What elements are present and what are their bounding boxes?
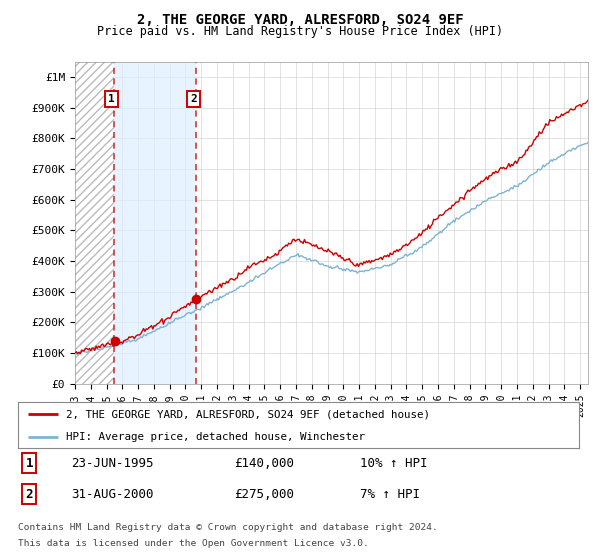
Text: £275,000: £275,000: [234, 488, 294, 501]
Text: 2: 2: [190, 94, 197, 104]
Bar: [75, 62, 114, 384]
Text: 2: 2: [25, 488, 33, 501]
Text: 2, THE GEORGE YARD, ALRESFORD, SO24 9EF (detached house): 2, THE GEORGE YARD, ALRESFORD, SO24 9EF …: [65, 409, 430, 419]
Text: 31-AUG-2000: 31-AUG-2000: [71, 488, 154, 501]
Text: 1: 1: [108, 94, 115, 104]
Text: £140,000: £140,000: [234, 456, 294, 470]
Text: 1: 1: [25, 456, 33, 470]
Text: HPI: Average price, detached house, Winchester: HPI: Average price, detached house, Winc…: [65, 432, 365, 441]
Text: 10% ↑ HPI: 10% ↑ HPI: [360, 456, 428, 470]
Text: 2, THE GEORGE YARD, ALRESFORD, SO24 9EF: 2, THE GEORGE YARD, ALRESFORD, SO24 9EF: [137, 13, 463, 27]
Text: 23-JUN-1995: 23-JUN-1995: [71, 456, 154, 470]
Text: This data is licensed under the Open Government Licence v3.0.: This data is licensed under the Open Gov…: [18, 539, 369, 548]
Text: Contains HM Land Registry data © Crown copyright and database right 2024.: Contains HM Land Registry data © Crown c…: [18, 523, 438, 532]
Bar: [114, 62, 196, 384]
Text: 7% ↑ HPI: 7% ↑ HPI: [360, 488, 420, 501]
Text: Price paid vs. HM Land Registry's House Price Index (HPI): Price paid vs. HM Land Registry's House …: [97, 25, 503, 38]
